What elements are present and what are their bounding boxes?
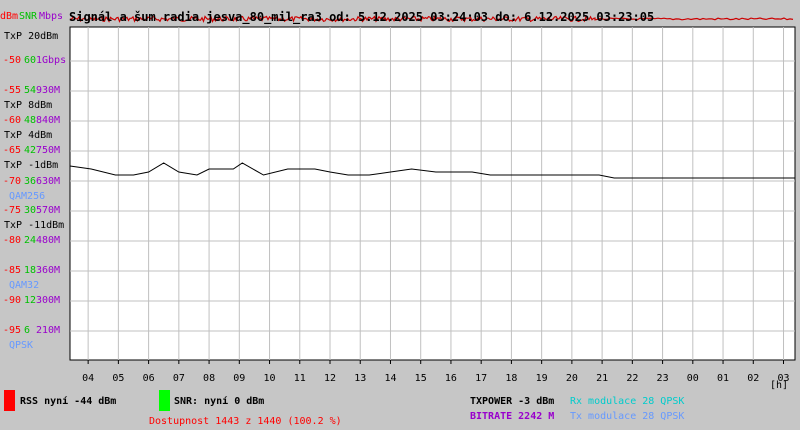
dbm-axis-label: -65 bbox=[3, 145, 22, 156]
x-tick-label: 01 bbox=[717, 373, 729, 384]
rss-legend-swatch bbox=[4, 390, 15, 411]
chart-title: Signál a šum radia jesva_80_mil_ra3 od: … bbox=[69, 10, 655, 24]
unit-mbps: Mbps bbox=[39, 11, 64, 22]
txp-axis-label: TxP -11dBm bbox=[4, 220, 65, 231]
modulation-axis-label: QPSK bbox=[9, 340, 34, 351]
availability-label: Dostupnost 1443 z 1440 (100.2 %) bbox=[149, 416, 342, 427]
tx-modulation-label: Tx modulace 28 QPSK bbox=[570, 411, 685, 422]
x-tick-label: 04 bbox=[82, 373, 94, 384]
snr-axis-label: 60 bbox=[24, 55, 37, 66]
mbps-axis-label: 570M bbox=[36, 205, 61, 216]
rx-modulation-label: Rx modulace 28 QPSK bbox=[570, 396, 685, 407]
x-tick-label: 05 bbox=[112, 373, 124, 384]
snr-axis-label: 48 bbox=[24, 115, 37, 126]
x-tick-label: 10 bbox=[264, 373, 276, 384]
snr-axis-label: 30 bbox=[24, 205, 37, 216]
x-tick-label: 11 bbox=[294, 373, 306, 384]
txp-axis-label: TxP 4dBm bbox=[4, 130, 53, 141]
mbps-axis-label: 480M bbox=[36, 235, 61, 246]
plot-area bbox=[69, 26, 796, 361]
modulation-axis-label: QAM256 bbox=[9, 191, 46, 202]
x-tick-label: 12 bbox=[324, 373, 336, 384]
snr-axis-label: 6 bbox=[24, 325, 31, 336]
snr-axis-label: 24 bbox=[24, 235, 37, 246]
rss-series-line bbox=[69, 15, 794, 24]
dbm-axis-label: -60 bbox=[3, 115, 22, 126]
snr-axis-label: 18 bbox=[24, 265, 37, 276]
unit-dbm: dBm bbox=[0, 11, 19, 22]
dbm-axis-label: -95 bbox=[3, 325, 22, 336]
mbps-axis-label: 840M bbox=[36, 115, 61, 126]
modulation-axis-label: QAM32 bbox=[9, 280, 40, 291]
snr-axis-label: 42 bbox=[24, 145, 37, 156]
dbm-axis-label: -75 bbox=[3, 205, 22, 216]
x-tick-label: 20 bbox=[566, 373, 578, 384]
mbps-axis-label: 210M bbox=[36, 325, 61, 336]
dbm-axis-label: -70 bbox=[3, 176, 22, 187]
x-tick-label: 03 bbox=[777, 373, 789, 384]
x-tick-label: 07 bbox=[173, 373, 185, 384]
x-tick-label: 19 bbox=[536, 373, 548, 384]
txp-axis-label: TxP -1dBm bbox=[4, 160, 59, 171]
txpower-series-line bbox=[69, 162, 795, 179]
snr-legend-swatch bbox=[159, 390, 170, 411]
dbm-axis-label: -50 bbox=[3, 55, 22, 66]
rss-now-label: RSS nyní -44 dBm bbox=[20, 396, 117, 407]
txp-axis-label: TxP 8dBm bbox=[4, 100, 53, 111]
x-tick-label: 15 bbox=[415, 373, 427, 384]
mbps-axis-label: 750M bbox=[36, 145, 61, 156]
x-tick-label: 22 bbox=[626, 373, 638, 384]
x-tick-label: 17 bbox=[475, 373, 487, 384]
x-tick-label: 13 bbox=[354, 373, 366, 384]
dbm-axis-label: -55 bbox=[3, 85, 22, 96]
x-tick-label: 00 bbox=[687, 373, 699, 384]
txpower-label: TXPOWER -3 dBm bbox=[470, 396, 555, 407]
unit-snr: SNR bbox=[19, 11, 38, 22]
mbps-axis-label: 300M bbox=[36, 295, 61, 306]
x-tick-label: 02 bbox=[747, 373, 759, 384]
x-axis-unit: [h] bbox=[770, 380, 789, 391]
dbm-axis-label: -85 bbox=[3, 265, 22, 276]
x-tick-label: 18 bbox=[505, 373, 517, 384]
snr-axis-label: 36 bbox=[24, 176, 37, 187]
x-tick-label: 14 bbox=[384, 373, 396, 384]
x-tick-label: 08 bbox=[203, 373, 215, 384]
x-tick-label: 23 bbox=[657, 373, 669, 384]
x-tick-label: 06 bbox=[143, 373, 155, 384]
bitrate-label: BITRATE 2242 M bbox=[470, 411, 555, 422]
mbps-axis-label: 630M bbox=[36, 176, 61, 187]
mbps-axis-label: 360M bbox=[36, 265, 61, 276]
txp-axis-label: TxP 20dBm bbox=[4, 31, 59, 42]
snr-axis-label: 54 bbox=[24, 85, 37, 96]
x-tick-label: 16 bbox=[445, 373, 457, 384]
dbm-axis-label: -90 bbox=[3, 295, 22, 306]
snr-axis-label: 12 bbox=[24, 295, 37, 306]
x-tick-label: 21 bbox=[596, 373, 608, 384]
mbps-axis-label: 930M bbox=[36, 85, 61, 96]
mbps-axis-label: 1Gbps bbox=[36, 55, 67, 66]
x-tick-label: 09 bbox=[233, 373, 245, 384]
dbm-axis-label: -80 bbox=[3, 235, 22, 246]
snr-now-label: SNR: nyní 0 dBm bbox=[174, 396, 265, 407]
